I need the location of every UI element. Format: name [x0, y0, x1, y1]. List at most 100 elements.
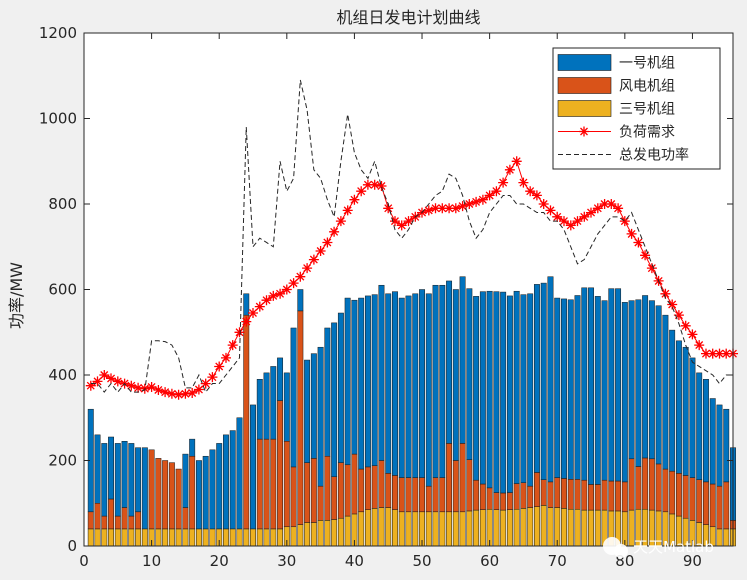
series-marker	[707, 348, 718, 359]
bar	[121, 528, 128, 547]
series-marker	[403, 216, 414, 227]
bar	[371, 294, 378, 466]
series-marker	[322, 237, 333, 248]
bar	[344, 297, 351, 466]
series-marker	[180, 388, 191, 399]
bar	[290, 526, 297, 547]
bar	[716, 485, 723, 530]
bar	[513, 290, 520, 484]
series-marker	[193, 384, 204, 395]
bar	[243, 314, 250, 530]
series-marker	[694, 340, 705, 351]
series-marker	[423, 205, 434, 216]
bar	[141, 528, 148, 547]
series-marker	[538, 199, 549, 209]
bar	[412, 511, 419, 547]
bar	[290, 327, 297, 468]
series-marker	[579, 211, 590, 222]
bar	[317, 520, 324, 547]
series-marker	[166, 388, 177, 399]
bar	[405, 511, 412, 547]
bar	[87, 528, 94, 547]
bar	[182, 453, 189, 508]
bar	[398, 511, 405, 547]
series-marker	[315, 246, 326, 256]
bar	[385, 473, 392, 508]
bar	[709, 398, 716, 485]
series-marker	[633, 237, 644, 248]
bar	[642, 295, 649, 459]
bar	[344, 515, 351, 547]
bar	[561, 298, 567, 479]
bar	[162, 460, 169, 530]
bar	[304, 359, 311, 463]
series-marker	[308, 254, 319, 265]
series-marker	[511, 156, 522, 167]
bar	[378, 507, 385, 547]
series-marker	[227, 340, 238, 351]
bar	[358, 511, 365, 547]
bar	[588, 287, 594, 485]
x-tick-label: 0	[79, 552, 89, 570]
bar	[114, 528, 121, 547]
bar	[405, 295, 412, 478]
bar	[378, 460, 385, 508]
bar	[594, 484, 601, 511]
series-marker	[586, 207, 596, 218]
bar	[412, 293, 419, 478]
series-marker	[207, 372, 218, 383]
x-tick-label: 50	[412, 552, 431, 570]
series-marker	[444, 203, 455, 214]
bar	[567, 479, 574, 510]
bar	[331, 476, 338, 520]
series-marker	[187, 388, 198, 398]
series-marker	[275, 288, 286, 299]
series-marker	[376, 181, 387, 191]
series-marker	[200, 378, 211, 389]
bar	[256, 528, 263, 547]
bar	[148, 449, 155, 530]
bar	[331, 519, 338, 547]
bar	[452, 460, 459, 513]
bar	[121, 441, 128, 508]
bar	[581, 509, 588, 547]
bar	[554, 477, 561, 508]
series-marker	[390, 216, 400, 227]
series-marker	[498, 177, 509, 188]
bar	[675, 340, 682, 474]
series-marker	[701, 348, 711, 359]
bar	[723, 528, 730, 547]
bar	[520, 294, 527, 483]
bar	[209, 528, 216, 547]
bar	[675, 473, 682, 517]
series-marker	[214, 361, 225, 372]
series-marker	[572, 216, 583, 227]
bar	[128, 528, 135, 547]
bar	[209, 449, 216, 530]
bar	[506, 492, 513, 510]
bar	[297, 310, 304, 525]
bar	[87, 511, 94, 530]
bar	[263, 528, 270, 547]
series-marker	[234, 327, 245, 338]
bar	[615, 480, 622, 512]
bar	[94, 503, 101, 530]
bar	[581, 479, 588, 511]
bar	[141, 447, 148, 530]
series-marker	[646, 263, 657, 274]
bar	[223, 528, 229, 547]
bar	[581, 287, 588, 481]
bar	[642, 457, 649, 510]
series-marker	[606, 199, 617, 209]
y-tick-label: 0	[67, 537, 77, 555]
bar	[547, 276, 554, 483]
series-marker	[302, 263, 313, 274]
bar	[189, 438, 196, 457]
bar	[324, 455, 331, 521]
x-tick-label: 60	[480, 552, 499, 570]
bar	[263, 372, 270, 440]
bar	[432, 511, 439, 547]
series-marker	[660, 288, 671, 299]
series-marker	[687, 329, 698, 340]
series-marker	[329, 226, 340, 237]
